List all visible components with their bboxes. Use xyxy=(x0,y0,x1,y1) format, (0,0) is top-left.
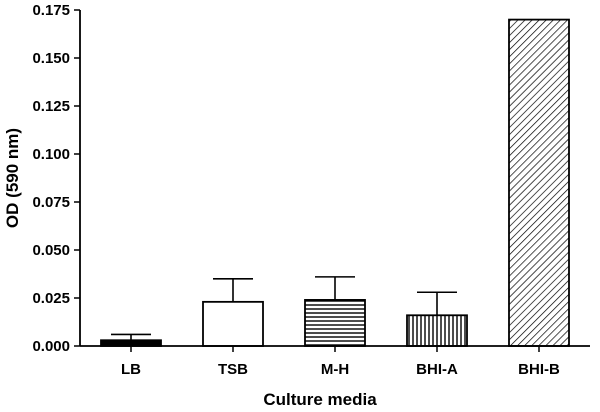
bar-m-h xyxy=(304,299,366,347)
x-tick-label: TSB xyxy=(218,361,248,378)
y-tick-label: 0.050 xyxy=(32,242,70,259)
bar-tsb xyxy=(202,300,264,347)
y-tick-label: 0.000 xyxy=(32,338,70,355)
x-axis-ticks: LB TSB M-H BHI-A BHI-B xyxy=(121,346,560,378)
y-tick-label: 0.150 xyxy=(32,50,70,67)
x-tick-label: M-H xyxy=(321,361,349,378)
x-tick-label: BHI-B xyxy=(518,361,560,378)
y-tick-label: 0.025 xyxy=(32,290,70,307)
y-tick-label: 0.100 xyxy=(32,146,70,163)
error-bars xyxy=(111,276,457,341)
bars xyxy=(100,18,570,347)
y-tick-label: 0.075 xyxy=(32,194,70,211)
bar-bhi-b xyxy=(508,18,570,347)
x-axis-label: Culture media xyxy=(263,390,377,409)
bar-bhi-a xyxy=(406,314,468,347)
x-tick-label: LB xyxy=(121,361,141,378)
y-axis-label: OD (590 nm) xyxy=(3,128,22,228)
x-tick-label: BHI-A xyxy=(416,361,458,378)
y-axis-ticks: 0.000 0.025 0.050 0.075 0.100 0.125 0.150 0.175 xyxy=(32,2,80,355)
y-tick-label: 0.125 xyxy=(32,98,70,115)
y-tick-label: 0.175 xyxy=(32,2,70,19)
